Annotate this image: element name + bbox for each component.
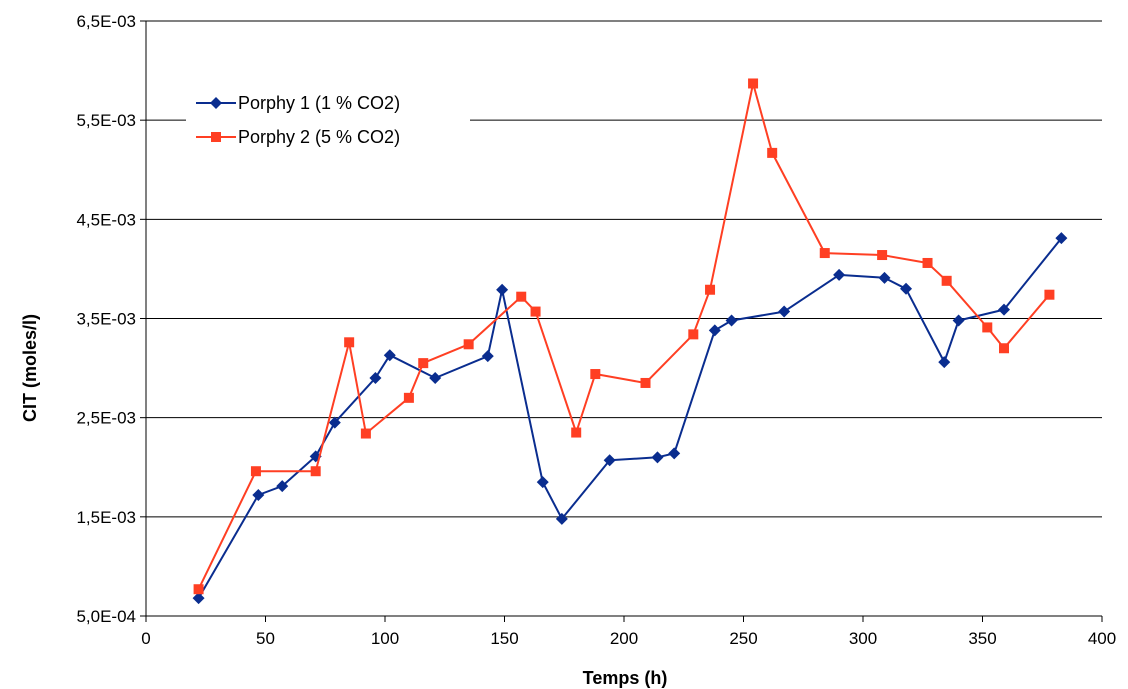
- data-point-porphy-1: [429, 372, 442, 384]
- data-point-porphy-2: [310, 466, 321, 477]
- data-point-porphy-1: [276, 480, 289, 493]
- data-point-porphy-1: [555, 512, 568, 525]
- data-point-porphy-2: [193, 584, 204, 595]
- data-point-porphy-2: [982, 322, 993, 333]
- data-point-porphy-1: [496, 283, 509, 296]
- x-tick-label: 250: [729, 629, 757, 648]
- series-group: [192, 78, 1068, 605]
- data-point-porphy-1: [536, 476, 549, 489]
- data-point-porphy-1: [481, 350, 494, 363]
- legend-swatch-marker-porphy-1: [210, 97, 222, 109]
- x-tick-label: 150: [490, 629, 518, 648]
- data-point-porphy-2: [999, 343, 1010, 354]
- data-point-porphy-2: [1044, 289, 1055, 300]
- data-point-porphy-1: [725, 314, 738, 327]
- legend-label-porphy-1: Porphy 1 (1 % CO2): [238, 93, 400, 113]
- x-tick-label: 50: [256, 629, 275, 648]
- data-point-porphy-2: [877, 250, 888, 261]
- y-tick-label: 6,5E-03: [76, 12, 136, 31]
- data-point-porphy-1: [192, 592, 205, 605]
- y-tick-label: 2,5E-03: [76, 409, 136, 428]
- y-tick-label: 1,5E-03: [76, 508, 136, 527]
- y-tick-label: 4,5E-03: [76, 210, 136, 229]
- data-point-porphy-2: [688, 329, 699, 340]
- data-point-porphy-2: [571, 427, 582, 438]
- axes: [140, 20, 1103, 622]
- series-porphy-1: [192, 232, 1068, 605]
- data-point-porphy-1: [938, 356, 951, 369]
- data-point-porphy-2: [360, 428, 371, 439]
- data-point-porphy-2: [640, 377, 651, 388]
- data-point-porphy-2: [250, 466, 261, 477]
- data-point-porphy-1: [668, 447, 681, 460]
- data-point-porphy-1: [383, 349, 396, 362]
- data-point-porphy-1: [252, 489, 265, 502]
- data-point-porphy-2: [767, 147, 778, 158]
- x-tick-label: 200: [610, 629, 638, 648]
- data-point-porphy-2: [463, 339, 474, 350]
- tick-labels: 5,0E-04 1,5E-03 2,5E-03 3,5E-03 4,5E-03 5,5E-…: [76, 12, 1116, 648]
- x-tick-label: 300: [849, 629, 877, 648]
- x-axis-title: Temps (h): [583, 668, 668, 688]
- x-tick-label: 350: [968, 629, 996, 648]
- y-tick-label: 3,5E-03: [76, 310, 136, 329]
- data-point-porphy-2: [344, 337, 355, 348]
- data-point-porphy-1: [708, 324, 721, 337]
- data-point-porphy-1: [833, 268, 846, 281]
- data-point-porphy-2: [516, 291, 527, 302]
- y-tick-label: 5,5E-03: [76, 111, 136, 130]
- legend-label-porphy-2: Porphy 2 (5 % CO2): [238, 127, 400, 147]
- data-point-porphy-1: [900, 282, 913, 295]
- y-tick-label: 5,0E-04: [76, 607, 136, 626]
- data-point-porphy-1: [952, 314, 965, 327]
- data-point-porphy-2: [922, 257, 933, 268]
- data-point-porphy-2: [590, 369, 601, 380]
- x-tick-label: 400: [1088, 629, 1116, 648]
- data-point-porphy-1: [328, 416, 341, 429]
- x-tick-label: 0: [141, 629, 150, 648]
- legend: Porphy 1 (1 % CO2) Porphy 2 (5 % CO2): [186, 82, 470, 162]
- data-point-porphy-2: [418, 358, 429, 369]
- x-tick-label: 100: [371, 629, 399, 648]
- data-point-porphy-2: [403, 392, 414, 403]
- data-point-porphy-2: [941, 275, 952, 286]
- data-point-porphy-1: [878, 271, 891, 284]
- data-point-porphy-1: [651, 451, 664, 464]
- data-point-porphy-1: [603, 454, 616, 467]
- data-point-porphy-2: [819, 248, 830, 259]
- data-point-porphy-2: [705, 284, 716, 295]
- data-point-porphy-1: [1055, 232, 1068, 245]
- series-porphy-2: [193, 78, 1055, 595]
- data-point-porphy-1: [778, 305, 791, 318]
- legend-item-porphy-1: Porphy 1 (1 % CO2): [196, 93, 400, 113]
- legend-box: [186, 82, 470, 162]
- data-point-porphy-2: [530, 306, 541, 317]
- legend-item-porphy-2: Porphy 2 (5 % CO2): [196, 127, 400, 147]
- legend-swatch-marker-porphy-2: [211, 132, 221, 142]
- data-point-porphy-2: [748, 78, 759, 89]
- data-point-porphy-1: [369, 372, 382, 384]
- y-axis-title: CIT (moles/l): [20, 314, 40, 422]
- data-point-porphy-1: [998, 303, 1011, 316]
